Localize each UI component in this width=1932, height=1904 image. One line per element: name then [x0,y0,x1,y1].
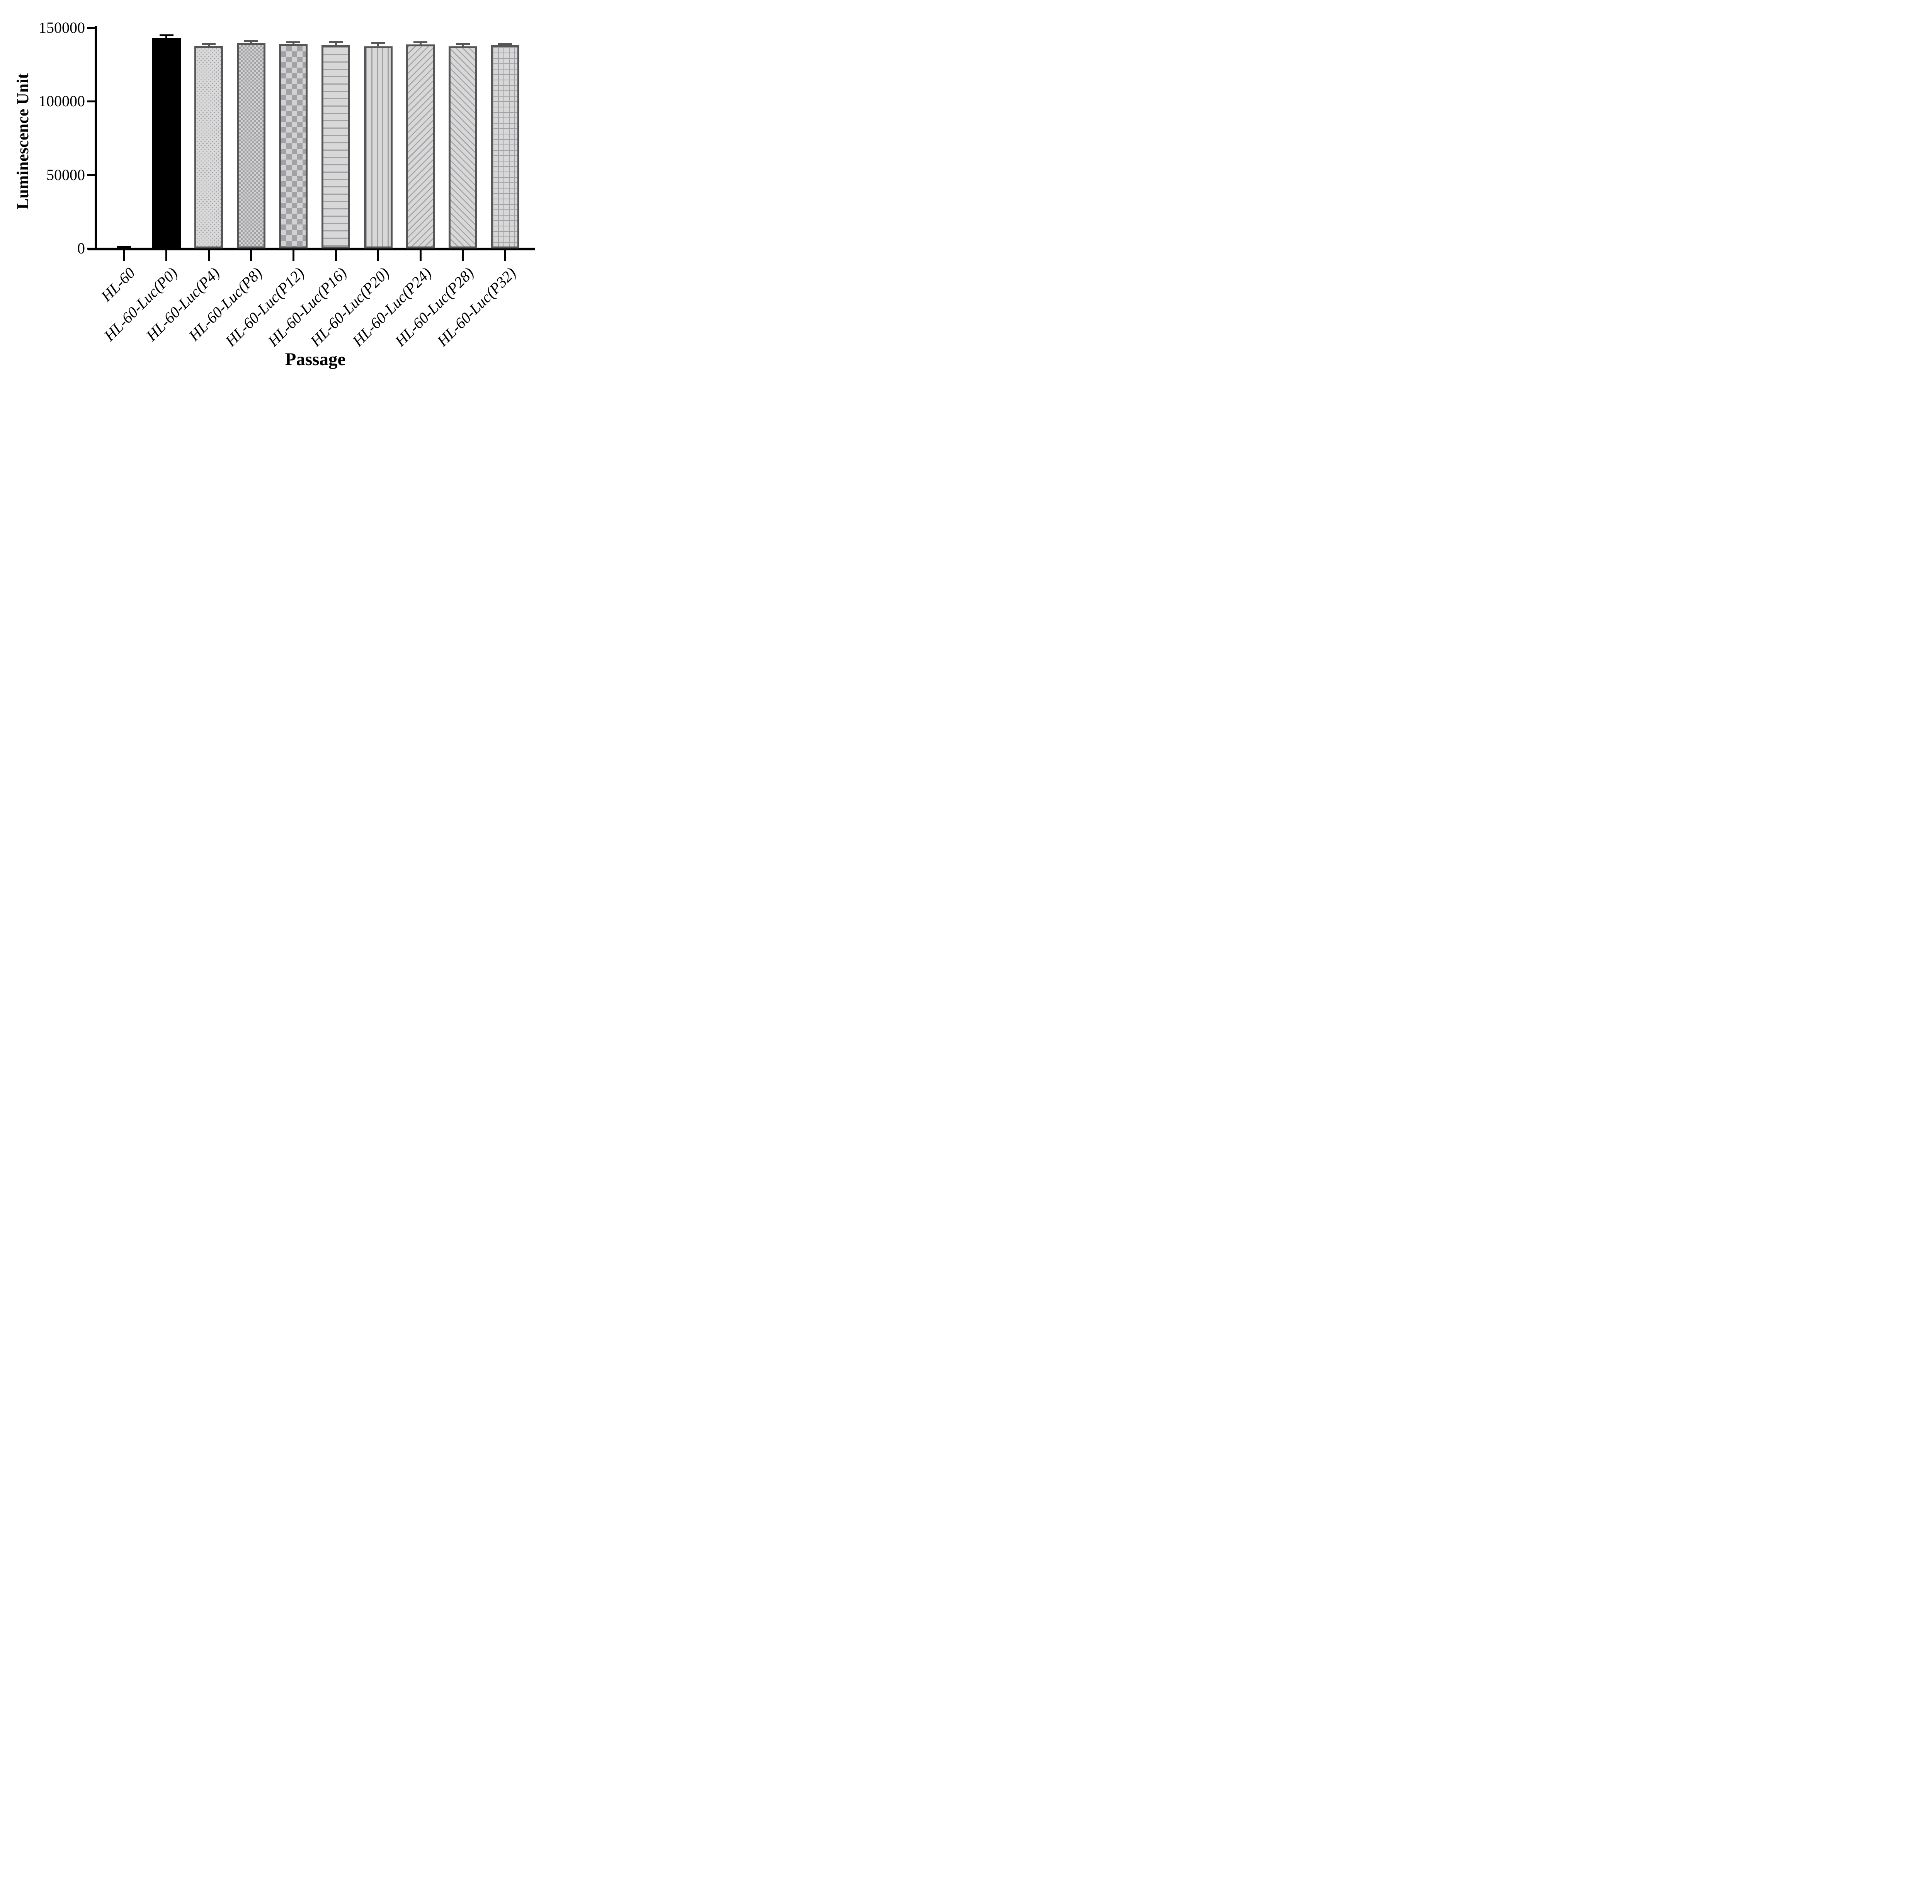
bar [152,38,181,248]
error-bar-cap [159,34,173,36]
x-tick [335,250,337,261]
x-tick [165,250,168,261]
y-tick [87,27,95,29]
bar-chart-figure: Luminescence Unit 0 50000 100000 150000 HL-… [0,0,557,381]
x-axis-line [88,248,535,250]
y-axis-title: Luminescence Unit [14,73,32,210]
bar [364,46,393,248]
error-bar-cap [456,42,470,45]
y-tick [87,174,95,176]
error-bar-cap [244,39,258,42]
error-bar-cap [413,41,428,43]
x-tick [250,250,252,261]
y-tick-label: 0 [77,240,85,257]
x-tick [292,250,294,261]
error-bar-stem [377,43,379,46]
x-tick [504,250,506,261]
bar [236,42,265,248]
y-tick-label: 100000 [39,92,85,110]
error-bar-stem [250,41,252,43]
error-bar-cap [498,43,512,45]
error-bar-cap [329,41,343,43]
error-bar-cap [286,41,301,44]
error-bar-cap [117,246,131,248]
x-tick [419,250,422,261]
error-bar-stem [462,44,464,46]
x-tick [462,250,464,261]
x-tick [207,250,210,261]
error-bar-cap [202,42,216,45]
error-bar-cap [371,42,385,44]
error-bar-stem [419,42,422,44]
error-bar-stem [335,42,337,45]
bar [491,45,520,248]
bar [321,44,350,248]
y-tick-label: 50000 [46,166,85,184]
error-bar-stem [207,44,210,46]
error-bar-stem [165,35,168,38]
y-tick [87,100,95,102]
y-tick [87,247,95,250]
y-axis-line [95,26,97,250]
bar [279,44,308,248]
x-tick [123,250,125,261]
bar [194,46,223,248]
y-tick-label: 150000 [39,19,85,36]
x-tick [377,250,379,261]
bar [448,46,477,248]
x-axis-title: Passage [285,349,346,369]
bar [406,44,435,248]
